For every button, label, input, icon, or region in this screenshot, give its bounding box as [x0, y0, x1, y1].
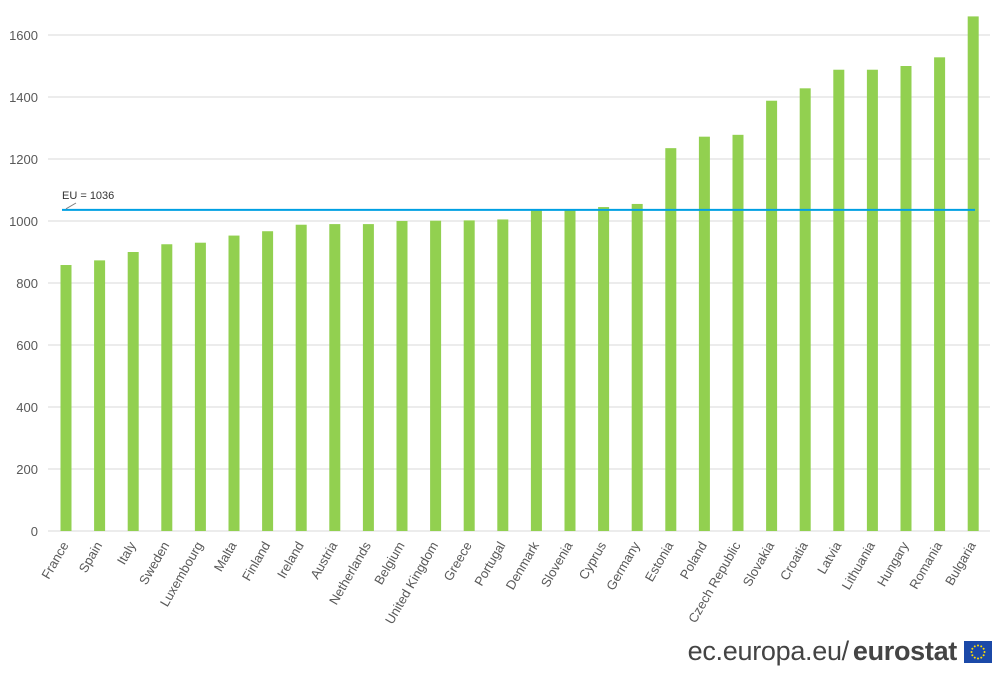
eu-flag-icon: [964, 640, 992, 663]
eu-average-leader: [65, 202, 77, 210]
y-tick-label: 600: [16, 338, 38, 353]
flag-star: [973, 644, 976, 647]
x-category-label: Spain: [76, 539, 106, 575]
x-category-label: Hungary: [874, 539, 912, 589]
x-category-label: Bulgaria: [942, 538, 979, 587]
flag-star: [982, 653, 985, 656]
flag-star: [971, 647, 974, 650]
y-axis-ticks: 0 200 400 600 800 1000 1200 1400 1600: [9, 28, 38, 539]
x-category-label: Cyprus: [576, 539, 610, 583]
x-category-label: Greece: [440, 539, 474, 583]
x-category-label: Romania: [906, 538, 945, 591]
x-category-label: Ireland: [274, 539, 307, 581]
bar: [463, 220, 475, 531]
flag-star: [980, 656, 983, 659]
bar: [497, 219, 509, 531]
y-tick-label: 1000: [9, 214, 38, 229]
bar: [799, 88, 811, 531]
bar: [530, 210, 542, 531]
x-category-label: Italy: [114, 539, 139, 568]
bar: [60, 265, 72, 531]
bar: [833, 69, 845, 531]
flag-star: [973, 656, 976, 659]
flag-star: [980, 644, 983, 647]
bar: [94, 260, 106, 531]
bar: [262, 231, 274, 532]
bars: [60, 16, 979, 532]
bar: [698, 136, 710, 531]
bar: [329, 224, 341, 531]
y-tick-label: 1200: [9, 152, 38, 167]
y-tick-label: 800: [16, 276, 38, 291]
bar: [900, 66, 912, 531]
x-category-label: Austria: [307, 538, 341, 581]
bar: [766, 100, 778, 531]
bar: [665, 148, 677, 531]
x-category-label: Estonia: [642, 538, 677, 584]
flag-star: [970, 650, 973, 653]
x-category-label: Finland: [239, 539, 273, 583]
bar: [295, 224, 307, 531]
bar: [866, 69, 878, 531]
x-category-label: Belgium: [371, 539, 407, 587]
bar: [934, 57, 946, 531]
flag-star: [971, 653, 974, 656]
x-category-label: Sweden: [136, 539, 172, 587]
y-tick-label: 0: [31, 524, 38, 539]
y-tick-label: 400: [16, 400, 38, 415]
bar: [967, 16, 979, 531]
bar: [564, 209, 576, 531]
bar: [598, 207, 610, 532]
bar: [194, 242, 206, 531]
flag-star: [982, 647, 985, 650]
y-tick-label: 1600: [9, 28, 38, 43]
source-url: ec.europa.eu/: [687, 636, 850, 666]
bar: [430, 220, 442, 531]
x-category-label: Slovenia: [538, 538, 576, 589]
bar: [228, 235, 240, 531]
eu-average-label: EU = 1036: [62, 190, 114, 202]
x-category-label: Slovakia: [740, 538, 778, 589]
flag-star: [977, 657, 979, 659]
bar: [631, 203, 643, 531]
bar: [127, 252, 139, 531]
bar: [732, 134, 744, 531]
flag-star: [983, 650, 986, 653]
x-category-label: France: [38, 539, 71, 582]
x-category-label: Malta: [211, 538, 240, 574]
source-footer: ec.europa.eu/eurostat: [688, 636, 992, 667]
reference-line-group: EU = 1036: [62, 190, 975, 211]
x-category-label: Portugal: [471, 539, 508, 589]
x-category-label: Denmark: [503, 539, 543, 593]
flag-star: [977, 644, 979, 646]
x-category-label: Lithuania: [839, 538, 879, 592]
bar: [396, 221, 408, 531]
y-tick-label: 200: [16, 462, 38, 477]
x-category-label: Croatia: [777, 538, 811, 582]
eurostat-brand: eurostat: [852, 636, 957, 666]
x-category-label: Poland: [677, 539, 710, 582]
grid-lines: [48, 34, 990, 532]
x-category-label: Latvia: [814, 538, 845, 576]
y-tick-label: 1400: [9, 90, 38, 105]
bar: [161, 244, 173, 531]
bar: [362, 224, 374, 531]
